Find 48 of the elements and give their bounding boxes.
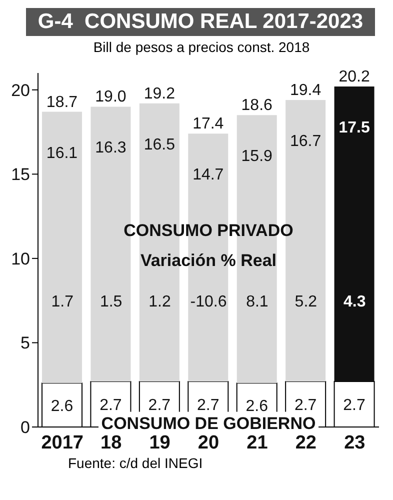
bar bbox=[42, 112, 82, 384]
y-tick-label: 0 bbox=[20, 418, 30, 438]
x-tick-label: 18 bbox=[100, 432, 122, 454]
y-tick-label: 15 bbox=[11, 165, 30, 184]
total-label: 20.2 bbox=[338, 68, 370, 86]
data-label: 14.7 bbox=[192, 166, 224, 184]
annotation: 1.7 bbox=[51, 293, 74, 310]
data-label: 16.3 bbox=[95, 140, 126, 157]
x-tick-label: 20 bbox=[198, 432, 220, 454]
total-label: 19.0 bbox=[95, 88, 126, 106]
total-label: 18.7 bbox=[46, 94, 78, 111]
series-label: CONSUMO PRIVADO bbox=[124, 220, 294, 240]
y-tick-label: 10 bbox=[11, 249, 30, 268]
series-label: CONSUMO DE GOBIERNO bbox=[101, 414, 316, 433]
total-label: 19.2 bbox=[144, 85, 176, 102]
annotation: 8.1 bbox=[246, 293, 268, 310]
x-tick-label: 21 bbox=[246, 432, 268, 454]
annotation: Variación % Real bbox=[140, 251, 277, 270]
data-label: 2.7 bbox=[294, 397, 317, 414]
annotation: 1.5 bbox=[100, 293, 122, 310]
data-label: 17.5 bbox=[338, 119, 370, 136]
annotation: 5.2 bbox=[294, 293, 318, 310]
total-label: 18.6 bbox=[241, 97, 273, 114]
chart-subtitle: Bill de pesos a precios const. 2018 bbox=[92, 39, 311, 55]
bar bbox=[334, 86, 374, 382]
annotation: 1.2 bbox=[148, 293, 172, 310]
data-label: 16.1 bbox=[46, 144, 78, 162]
data-label: 2.6 bbox=[246, 398, 268, 416]
annotation: -10.6 bbox=[190, 293, 227, 310]
data-label: 15.9 bbox=[241, 148, 273, 166]
source-note: Fuente: c/d del INEGI bbox=[68, 455, 204, 471]
data-label: 2.6 bbox=[50, 398, 74, 416]
x-tick-label: 22 bbox=[295, 432, 316, 454]
total-label: 17.4 bbox=[192, 116, 224, 133]
data-label: 2.7 bbox=[197, 397, 220, 414]
x-tick-label: 23 bbox=[344, 432, 366, 454]
chart-title: G-4 CONSUMO REAL 2017-2023 bbox=[26, 8, 375, 36]
data-label: 2.7 bbox=[148, 397, 171, 414]
data-label: 16.7 bbox=[290, 132, 322, 150]
data-label: 2.7 bbox=[343, 397, 366, 414]
x-tick-label: 19 bbox=[149, 432, 170, 454]
y-tick-label: 5 bbox=[20, 334, 30, 353]
x-tick-label: 2017 bbox=[41, 432, 84, 454]
data-label: 2.7 bbox=[100, 397, 122, 414]
data-label: 16.5 bbox=[144, 136, 176, 154]
annotation: 4.3 bbox=[344, 293, 366, 310]
y-tick-label: 20 bbox=[11, 80, 30, 100]
total-label: 19.4 bbox=[290, 82, 322, 99]
